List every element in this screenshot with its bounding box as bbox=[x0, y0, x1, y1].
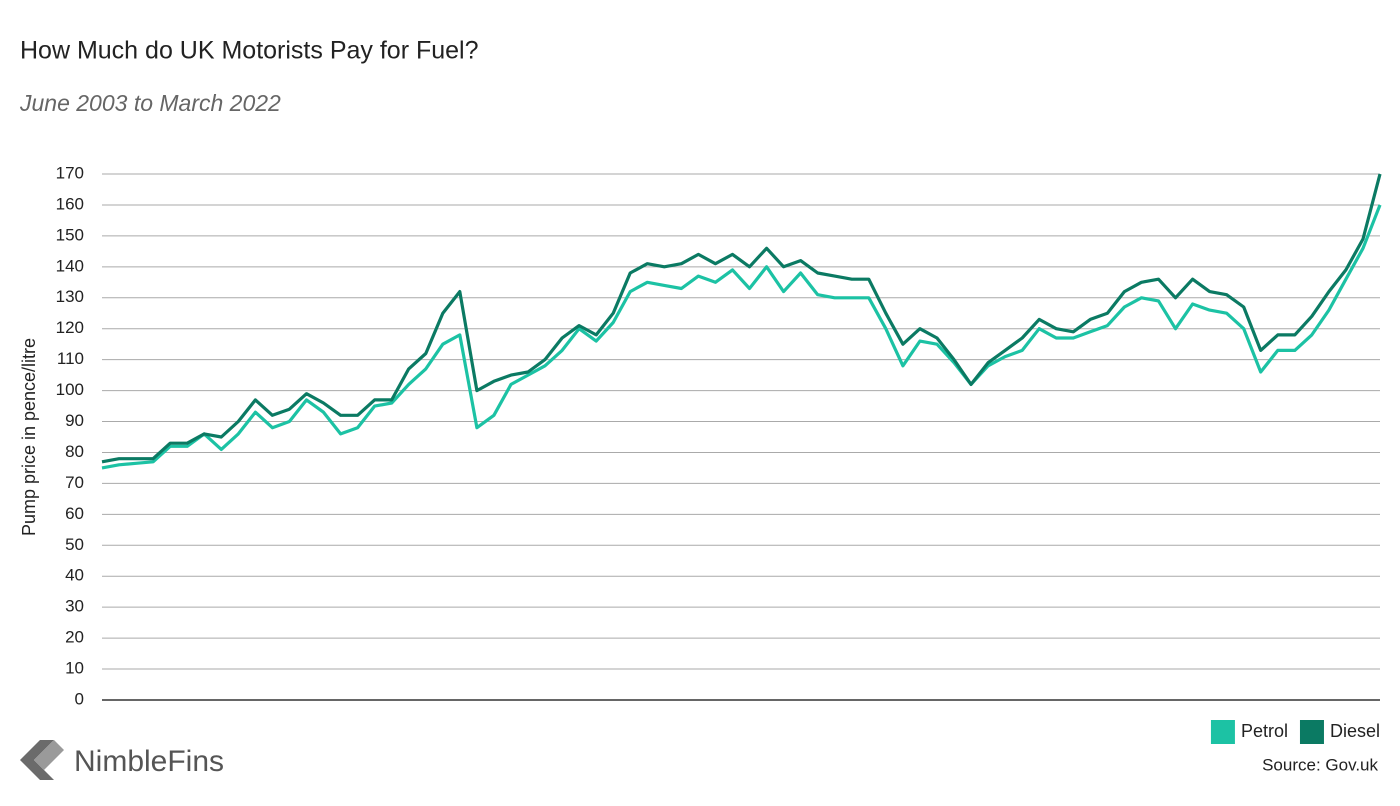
legend-swatch bbox=[1210, 720, 1235, 744]
y-tick-label: 150 bbox=[56, 225, 84, 244]
y-tick-label: 60 bbox=[65, 504, 84, 523]
chart-title: How Much do UK Motorists Pay for Fuel? bbox=[20, 37, 479, 65]
y-tick-label: 70 bbox=[65, 473, 84, 492]
y-tick-label: 90 bbox=[65, 411, 84, 430]
y-tick-label: 0 bbox=[75, 689, 84, 708]
legend-label: Petrol bbox=[1241, 721, 1288, 741]
brand: NimbleFins bbox=[74, 745, 224, 778]
y-tick-label: 40 bbox=[65, 566, 84, 585]
legend-swatch bbox=[1299, 720, 1324, 744]
y-tick-label: 50 bbox=[65, 535, 84, 554]
y-tick-label: 170 bbox=[56, 163, 84, 182]
chart-subtitle: June 2003 to March 2022 bbox=[19, 90, 281, 116]
line-series bbox=[101, 204, 1382, 470]
y-axis-label: Pump price in pence/litre bbox=[19, 338, 39, 536]
logo-icon bbox=[20, 740, 64, 780]
legend-label: Diesel bbox=[1330, 721, 1380, 741]
line-series bbox=[101, 173, 1382, 464]
y-tick-label: 130 bbox=[56, 287, 84, 306]
y-tick-label: 100 bbox=[56, 380, 84, 399]
y-tick-label: 20 bbox=[65, 628, 84, 647]
y-tick-label: 10 bbox=[65, 659, 84, 678]
y-tick-label: 140 bbox=[56, 256, 84, 275]
y-tick-label: 120 bbox=[56, 318, 84, 337]
y-tick-label: 30 bbox=[65, 597, 84, 616]
y-tick-label: 160 bbox=[56, 194, 84, 213]
y-tick-label: 110 bbox=[57, 349, 84, 368]
y-tick-label: 80 bbox=[65, 442, 84, 461]
source: Source: Gov.uk bbox=[1262, 755, 1378, 774]
